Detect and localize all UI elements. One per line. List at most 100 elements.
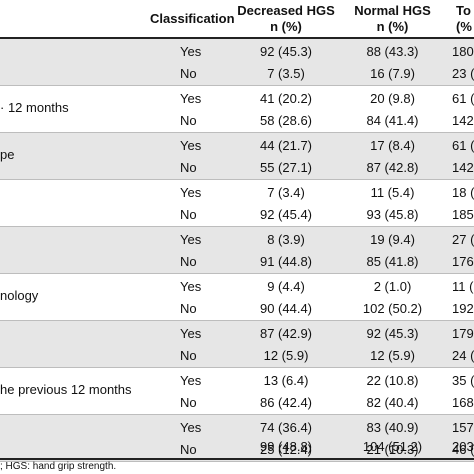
total-decreased: 99 (48.8) [259, 439, 313, 454]
cell-decreased-hgs: 87 (42.9) [259, 326, 313, 341]
table-row: No 86 (42.4) 82 (40.4) 168 [0, 392, 474, 414]
cell-decreased-hgs: 12 (5.9) [263, 348, 309, 363]
cell-decreased-hgs: 25 (12.4) [259, 442, 313, 457]
row-divider [0, 132, 474, 133]
variable-label: he previous 12 months [0, 382, 132, 397]
table-row: Yes 13 (6.4) 22 (10.8) 35 ( [0, 370, 474, 392]
cell-total: 46 ( [452, 442, 474, 457]
table-row: Yes 92 (45.3) 88 (43.3) 180 ( [0, 41, 474, 63]
cell-classification: No [180, 113, 197, 128]
cell-normal-hgs: 88 (43.3) [366, 44, 419, 59]
cell-total: 61 ( [452, 91, 474, 106]
header-normal-line1: Normal HGS [354, 3, 431, 18]
cell-decreased-hgs: 8 (3.9) [267, 232, 305, 247]
cell-decreased-hgs: 90 (44.4) [259, 301, 313, 316]
cell-total: 27 ( [452, 232, 474, 247]
cell-normal-hgs: 87 (42.8) [366, 160, 419, 175]
table-row: No 12 (5.9) 12 (5.9) 24 ( [0, 345, 474, 367]
table-row: Yes 8 (3.9) 19 (9.4) 27 ( [0, 229, 474, 251]
variable-block: Yes 87 (42.9) 92 (45.3) 179 No 12 (5.9) 12 (5.… [0, 321, 474, 368]
cell-normal-hgs: 102 (50.2) [362, 301, 423, 316]
variable-label: pe [0, 147, 15, 162]
cell-total: 192 [452, 301, 474, 316]
cell-normal-hgs: 22 (10.8) [366, 373, 419, 388]
cell-normal-hgs: 17 (8.4) [370, 138, 415, 153]
cell-total: 176 [452, 254, 474, 269]
header-classification: Classification [150, 11, 235, 26]
variable-block: pe Yes 44 (21.7) 17 (8.4) 61 (No 55 (27.1) 87 … [0, 133, 474, 180]
cell-normal-hgs: 11 (5.4) [370, 185, 415, 200]
row-divider [0, 320, 474, 321]
header-total-line1: To [456, 3, 471, 18]
cell-total: 35 ( [452, 373, 474, 388]
total-row: 99 (48.8) 104 (51.2) 203 [0, 436, 474, 460]
table-header: Classification Decreased HGS n (%) Norma… [0, 0, 474, 39]
table-row: No 7 (3.5) 16 (7.9) 23 ( [0, 63, 474, 85]
cell-decreased-hgs: 7 (3.5) [267, 66, 305, 81]
cell-classification: No [180, 207, 197, 222]
cell-decreased-hgs: 9 (4.4) [267, 279, 305, 294]
row-divider [0, 226, 474, 227]
table-row: Yes 9 (4.4) 2 (1.0) 11 ( [0, 276, 474, 298]
table-row: Yes 74 (36.4) 83 (40.9) 157 [0, 417, 474, 439]
table-row: No 58 (28.6) 84 (41.4) 142 ( [0, 110, 474, 132]
table-row: Yes 44 (21.7) 17 (8.4) 61 ( [0, 135, 474, 157]
variable-block: Yes 8 (3.9) 19 (9.4) 27 (No 91 (44.8) 85 (41.… [0, 227, 474, 274]
table-row: Yes 41 (20.2) 20 (9.8) 61 ( [0, 88, 474, 110]
cell-total: 168 [452, 395, 474, 410]
cell-total: 142 ( [452, 113, 474, 128]
cell-classification: Yes [180, 91, 202, 106]
cell-normal-hgs: 92 (45.3) [366, 326, 419, 341]
cell-total: 157 [452, 420, 474, 435]
table-footnote: ; HGS: hand grip strength. [0, 461, 117, 472]
cell-classification: No [180, 442, 197, 457]
variable-block: he previous 12 months Yes 13 (6.4) 22 (10.8… [0, 368, 474, 415]
variable-block: Yes 74 (36.4) 83 (40.9) 157 No 25 (12.4) 21 (1… [0, 415, 474, 462]
cell-classification: Yes [180, 420, 202, 435]
cell-decreased-hgs: 58 (28.6) [259, 113, 313, 128]
cell-total: 180 ( [452, 44, 474, 59]
cell-decreased-hgs: 13 (6.4) [263, 373, 309, 388]
cell-classification: No [180, 301, 197, 316]
cell-normal-hgs: 82 (40.4) [366, 395, 419, 410]
table-row: No 55 (27.1) 87 (42.8) 142 ( [0, 157, 474, 179]
header-decreased-hgs: Decreased HGS n (%) [232, 3, 340, 35]
table-row: No 92 (45.4) 93 (45.8) 185 [0, 204, 474, 226]
variable-label: nology [0, 288, 39, 303]
cell-decreased-hgs: 92 (45.4) [259, 207, 313, 222]
cell-normal-hgs: 85 (41.8) [366, 254, 419, 269]
row-divider [0, 461, 474, 462]
cell-classification: No [180, 395, 197, 410]
cell-decreased-hgs: 74 (36.4) [259, 420, 313, 435]
row-divider [0, 367, 474, 368]
cell-classification: Yes [180, 373, 202, 388]
cell-total: 23 ( [452, 66, 474, 81]
cell-classification: Yes [180, 185, 202, 200]
variable-block: nology Yes 9 (4.4) 2 (1.0) 11 ( No 90 (44.4) 10… [0, 274, 474, 321]
variable-block: · 12 months Yes 41 (20.2) 20 (9.8) 61 ( No 58 … [0, 86, 474, 133]
table-row: No 90 (44.4) 102 (50.2) 192 [0, 298, 474, 320]
cell-normal-hgs: 12 (5.9) [370, 348, 415, 363]
cell-total: 11 ( [452, 279, 474, 294]
header-normal-hgs: Normal HGS n (%) [345, 3, 440, 35]
variable-block: Yes 92 (45.3) 88 (43.3) 180 (No 7 (3.5) 16 (7… [0, 39, 474, 86]
variable-block: Yes 7 (3.4) 11 (5.4) 18 (No 92 (45.4) 93 (45.… [0, 180, 474, 227]
cell-decreased-hgs: 44 (21.7) [259, 138, 313, 153]
cell-classification: No [180, 66, 197, 81]
header-decreased-line2: n (%) [270, 19, 302, 34]
table-row: Yes 87 (42.9) 92 (45.3) 179 [0, 323, 474, 345]
header-total: To (% [456, 3, 472, 35]
cell-classification: Yes [180, 279, 202, 294]
variable-label: · 12 months [0, 100, 69, 115]
row-divider [0, 85, 474, 86]
cell-classification: No [180, 160, 197, 175]
cell-total: 61 ( [452, 138, 474, 153]
cell-total: 185 [452, 207, 474, 222]
cell-classification: Yes [180, 326, 202, 341]
cell-classification: No [180, 254, 197, 269]
header-normal-line2: n (%) [376, 19, 409, 34]
table-row: Yes 7 (3.4) 11 (5.4) 18 ( [0, 182, 474, 204]
cell-normal-hgs: 2 (1.0) [373, 279, 412, 294]
cell-normal-hgs: 21 (10.3) [366, 442, 419, 457]
